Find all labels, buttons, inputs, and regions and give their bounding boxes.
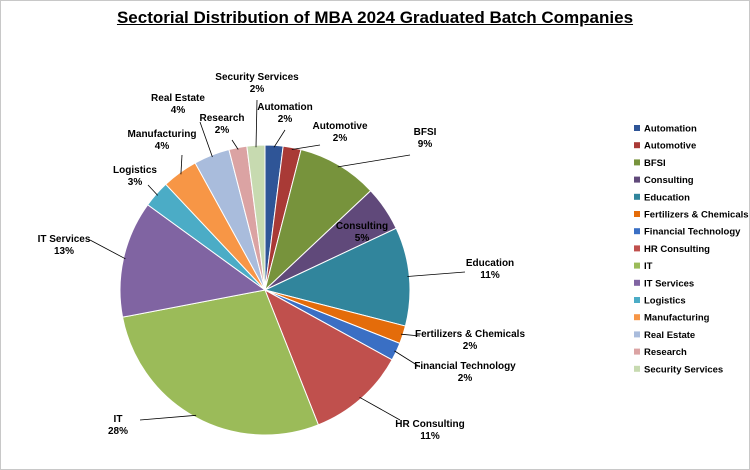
data-label-name-hr-consulting: HR Consulting — [395, 419, 464, 430]
legend-label-hr-consulting: HR Consulting — [644, 244, 710, 255]
data-label-value-it: 28% — [108, 426, 128, 437]
data-label-name-security-services: Security Services — [215, 72, 299, 83]
legend-label-fertilizers-and-chemicals: Fertilizers & Chemicals — [644, 210, 749, 221]
legend-label-education: Education — [644, 192, 690, 203]
leader-line-logistics — [147, 184, 158, 196]
data-label-name-manufacturing: Manufacturing — [128, 129, 197, 140]
data-label-name-bfsi: BFSI — [414, 127, 437, 138]
data-label-name-it: IT — [114, 414, 123, 425]
legend-label-automotive: Automotive — [644, 141, 696, 152]
data-label-value-logistics: 3% — [128, 177, 143, 188]
data-label-name-fertilizers-and-chemicals: Fertilizers & Chemicals — [415, 329, 525, 340]
leader-line-automotive — [291, 144, 321, 150]
data-label-value-fertilizers-and-chemicals: 2% — [463, 341, 478, 352]
leader-line-fertilizers-and-chemicals — [400, 333, 421, 337]
legend-label-consulting: Consulting — [644, 175, 694, 186]
data-label-value-real-estate: 4% — [171, 105, 186, 116]
legend-label-financial-technology: Financial Technology — [644, 227, 741, 238]
legend-swatch-consulting — [634, 176, 640, 183]
pie-slices — [119, 144, 411, 436]
pie-slice-it-services — [119, 204, 267, 318]
legend-label-it-services: IT Services — [644, 278, 694, 289]
data-label-value-bfsi: 9% — [418, 139, 433, 150]
data-label-name-education: Education — [466, 258, 514, 269]
legend-swatch-security-services — [634, 365, 640, 372]
data-label-value-financial-technology: 2% — [458, 373, 473, 384]
data-label-value-it-services: 13% — [54, 246, 74, 257]
legend-swatch-automation — [634, 125, 640, 131]
legend-label-real-estate: Real Estate — [644, 330, 695, 341]
data-label-value-education: 11% — [480, 270, 500, 281]
data-label-value-consulting: 5% — [355, 233, 370, 244]
legend-label-manufacturing: Manufacturing — [644, 313, 710, 324]
data-label-value-automotive: 2% — [333, 133, 348, 144]
legend-swatch-education — [634, 193, 640, 200]
data-label-name-consulting: Consulting — [336, 221, 388, 232]
data-label-value-hr-consulting: 11% — [420, 431, 440, 442]
data-label-value-security-services: 2% — [250, 84, 265, 95]
data-label-value-research: 2% — [215, 125, 230, 136]
data-label-name-automation: Automation — [257, 102, 313, 113]
legend-swatch-it — [634, 262, 640, 269]
legend-swatch-hr-consulting — [634, 245, 640, 252]
data-label-name-real-estate: Real Estate — [151, 93, 205, 104]
data-label-name-automotive: Automotive — [313, 121, 368, 132]
leader-line-it-services — [89, 239, 126, 260]
leader-line-it — [139, 414, 197, 421]
pie-slice-it — [121, 289, 320, 436]
legend-swatch-manufacturing — [634, 314, 640, 321]
legend: Automation Automotive BFSI Consulting Educat… — [634, 124, 749, 375]
legend-swatch-fertilizers-and-chemicals — [634, 211, 640, 217]
data-label-name-research: Research — [199, 113, 244, 124]
legend-label-logistics: Logistics — [644, 296, 686, 307]
leader-line-hr-consulting — [359, 396, 401, 421]
data-label-name-financial-technology: Financial Technology — [414, 361, 516, 372]
legend-label-research: Research — [644, 347, 687, 358]
leader-line-real-estate — [199, 121, 213, 158]
data-label-name-logistics: Logistics — [113, 165, 157, 176]
pie-slice-bfsi — [264, 148, 372, 292]
legend-label-bfsi: BFSI — [644, 158, 666, 169]
leader-line-security-services — [255, 99, 258, 148]
leader-line-automation — [273, 129, 286, 148]
legend-swatch-logistics — [634, 297, 640, 303]
leader-line-education — [407, 271, 466, 277]
legend-label-automation: Automation — [644, 124, 697, 135]
legend-label-security-services: Security Services — [644, 364, 723, 375]
data-label-value-automation: 2% — [278, 114, 293, 125]
data-labels: Automation2%Automotive2%BFSI9%Consulting… — [38, 72, 526, 442]
leader-line-financial-technology — [394, 350, 421, 368]
data-label-name-it-services: IT Services — [38, 234, 91, 245]
legend-swatch-research — [634, 348, 640, 355]
leader-line-research — [231, 139, 239, 150]
legend-swatch-real-estate — [634, 331, 640, 338]
legend-label-it: IT — [644, 261, 653, 272]
data-label-value-manufacturing: 4% — [155, 141, 170, 152]
chart-title: Sectorial Distribution of MBA 2024 Gradu… — [116, 8, 634, 27]
legend-swatch-bfsi — [634, 159, 640, 166]
pie-slice-hr-consulting — [264, 288, 393, 426]
legend-swatch-financial-technology — [634, 228, 640, 235]
leader-lines — [89, 99, 466, 421]
leader-line-bfsi — [337, 154, 411, 168]
legend-swatch-automotive — [634, 142, 640, 149]
legend-swatch-it-services — [634, 279, 640, 286]
leader-line-manufacturing — [180, 154, 183, 175]
